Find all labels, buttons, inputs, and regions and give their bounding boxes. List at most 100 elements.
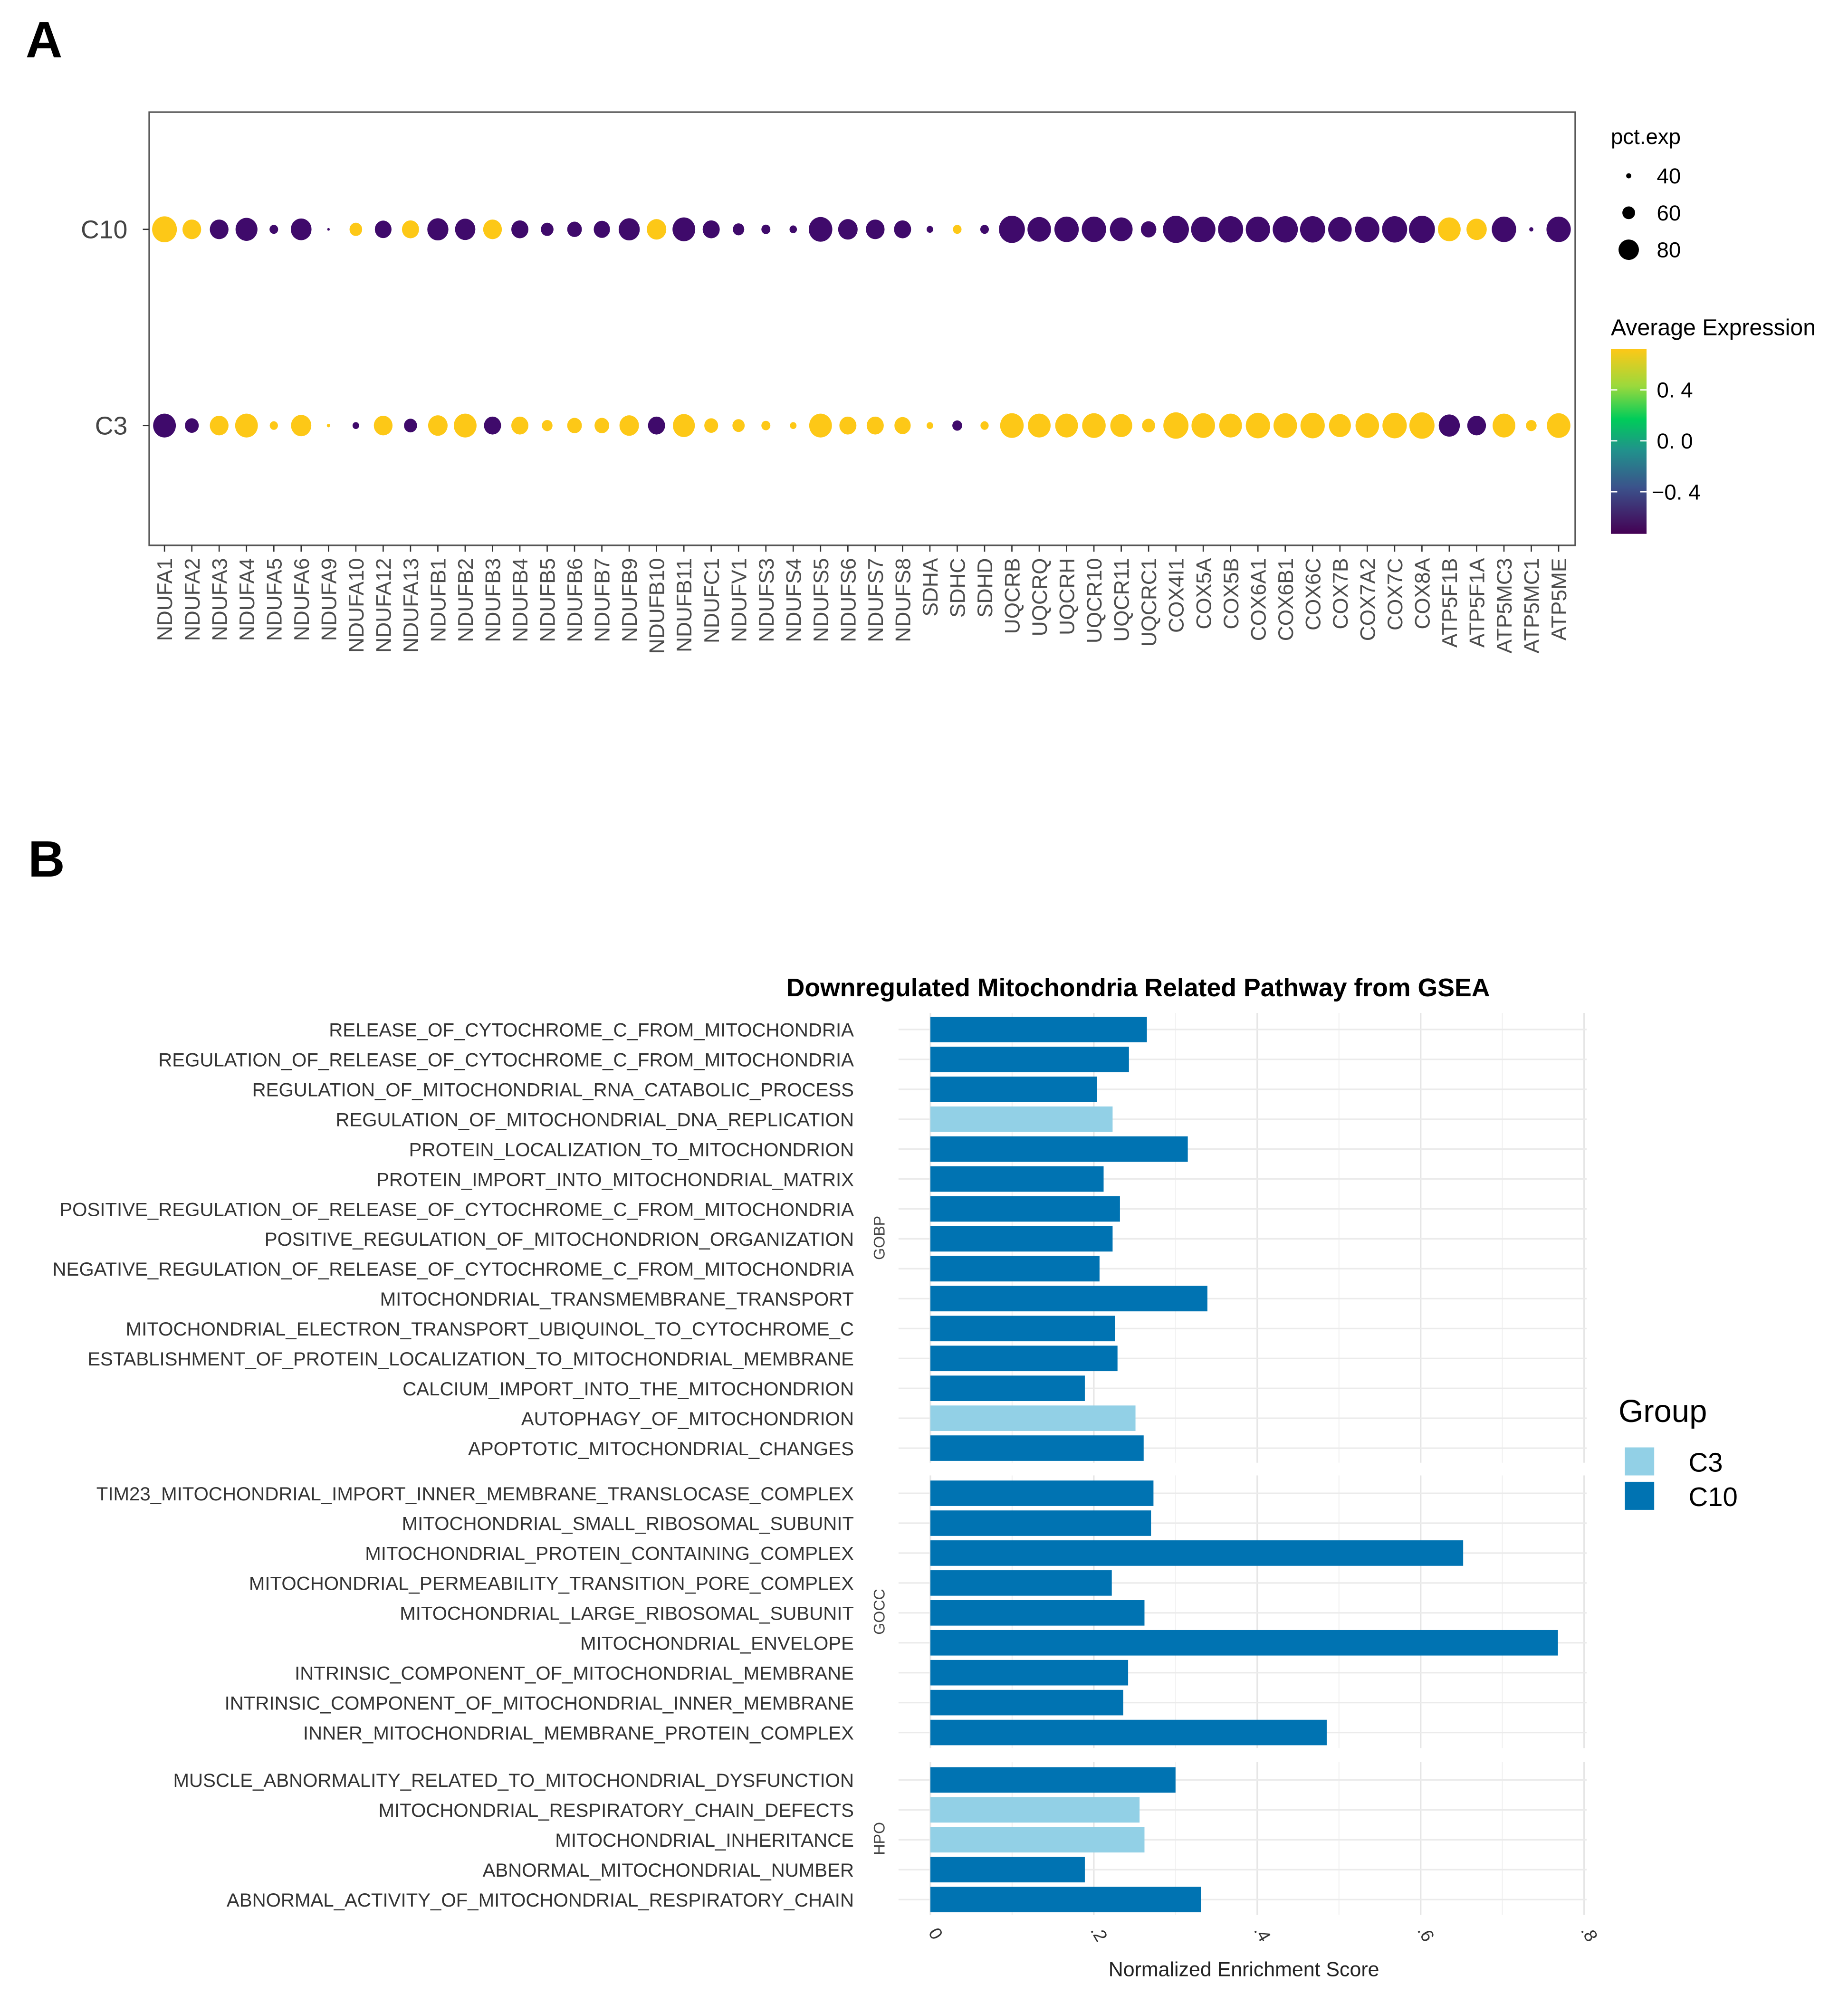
gene-label: NDUFA2 bbox=[181, 558, 204, 641]
gene-label: NDUFB7 bbox=[591, 558, 614, 642]
panel-label-b: B bbox=[28, 830, 65, 887]
bar-regulation-of-mitochondrial-dna-replication bbox=[930, 1106, 1113, 1132]
dot-C3-ATP5F1B bbox=[1438, 414, 1460, 437]
dot-C3-COX7B bbox=[1329, 414, 1351, 437]
gene-label: ATP5MC3 bbox=[1493, 558, 1516, 654]
dot-C3-NDUFB10 bbox=[648, 416, 665, 435]
dot-C3-NDUFB5 bbox=[542, 420, 553, 431]
x-axis-ticks: 0 .2 .4 .6 .8 bbox=[925, 1922, 1602, 1945]
gene-label: ATP5ME bbox=[1548, 558, 1571, 641]
gene-label: NDUFV1 bbox=[728, 558, 751, 642]
dot-C3-ATP5F1A bbox=[1467, 416, 1486, 436]
dot-C3-ATP5MC3 bbox=[1493, 413, 1515, 438]
legend-swatch-c3 bbox=[1625, 1447, 1655, 1476]
dot-C10-NDUFA2 bbox=[182, 219, 201, 239]
bar-label: NEGATIVE_REGULATION_OF_RELEASE_OF_CYTOCH… bbox=[52, 1259, 854, 1280]
dot-C3-NDUFB1 bbox=[428, 415, 448, 436]
dot-C3-COX8A bbox=[1409, 412, 1435, 439]
bar-abnormal-activity-of-mitochondrial-respiratory-chain bbox=[930, 1887, 1201, 1913]
bar-label: APOPTOTIC_MITOCHONDRIAL_CHANGES bbox=[468, 1438, 854, 1460]
facet-strip-label: HPO bbox=[871, 1822, 888, 1855]
bar-label: MITOCHONDRIAL_RESPIRATORY_CHAIN_DEFECTS bbox=[379, 1800, 854, 1821]
dot-C10-UQCR10 bbox=[1082, 216, 1106, 242]
dot-C3-NDUFA12 bbox=[373, 416, 393, 436]
dot-C10-NDUFA10 bbox=[349, 222, 363, 236]
dot-C10-UQCRC1 bbox=[1140, 221, 1157, 238]
dot-C3-NDUFB6 bbox=[567, 418, 582, 433]
dot-C10-NDUFB6 bbox=[567, 221, 582, 237]
gene-label: NDUFA6 bbox=[290, 558, 314, 641]
bar-protein-import-into-mitochondrial-matrix bbox=[930, 1166, 1104, 1192]
dot-C10-NDUFA12 bbox=[374, 220, 392, 239]
dot-C3-NDUFS4 bbox=[790, 422, 797, 429]
dot-C3-NDUFA4 bbox=[235, 413, 258, 438]
size-legend-dot-60 bbox=[1622, 206, 1635, 219]
x-tick-label: .2 bbox=[1087, 1922, 1111, 1945]
gene-label: NDUFA10 bbox=[345, 558, 368, 653]
gene-label: NDUFB10 bbox=[646, 558, 669, 654]
gene-label: NDUFS6 bbox=[837, 558, 860, 642]
gene-label: NDUFA3 bbox=[208, 558, 231, 641]
bar-label: MITOCHONDRIAL_LARGE_RIBOSOMAL_SUBUNIT bbox=[400, 1603, 854, 1624]
size-legend-dot-40 bbox=[1626, 173, 1631, 179]
chart-title: Downregulated Mitochondria Related Pathw… bbox=[786, 973, 1490, 1002]
gene-label: ATP5F1B bbox=[1438, 558, 1462, 648]
dot-C3-COX7A2 bbox=[1355, 413, 1379, 438]
gene-label: COX5B bbox=[1220, 558, 1243, 630]
bar-label: AUTOPHAGY_OF_MITOCHONDRION bbox=[521, 1408, 854, 1430]
bar-mitochondrial-small-ribosomal-subunit bbox=[930, 1510, 1151, 1536]
bar-mitochondrial-transmembrane-transport bbox=[930, 1286, 1207, 1312]
facet-hpo: MUSCLE_ABNORMALITY_RELATED_TO_MITOCHONDR… bbox=[173, 1762, 1587, 1915]
dot-C3-NDUFS3 bbox=[761, 420, 771, 430]
x-tick-label: .4 bbox=[1250, 1922, 1275, 1945]
dot-C3-NDUFB4 bbox=[511, 416, 528, 435]
panel-label-a: A bbox=[26, 11, 62, 68]
gene-label: NDUFA12 bbox=[372, 558, 395, 653]
bar-muscle-abnormality-related-to-mitochondrial-dysfunction bbox=[930, 1767, 1176, 1793]
gene-label: COX4I1 bbox=[1165, 558, 1188, 633]
facet-strip-label: GOBP bbox=[871, 1216, 888, 1260]
size-legend-dot-80 bbox=[1618, 239, 1639, 260]
dot-C3-NDUFB7 bbox=[594, 418, 610, 433]
dot-C10-NDUFA4 bbox=[235, 218, 258, 241]
dot-C10-NDUFB5 bbox=[541, 222, 554, 236]
dot-C10-NDUFS7 bbox=[866, 219, 885, 239]
color-bar bbox=[1610, 349, 1647, 534]
bar-label: ESTABLISHMENT_OF_PROTEIN_LOCALIZATION_TO… bbox=[87, 1348, 854, 1370]
bar-label: MITOCHONDRIAL_ENVELOPE bbox=[580, 1633, 854, 1654]
dot-C10-UQCRB bbox=[999, 216, 1025, 243]
gene-label: UQCRB bbox=[1001, 558, 1025, 634]
bar-label: MITOCHONDRIAL_ELECTRON_TRANSPORT_UBIQUIN… bbox=[126, 1318, 854, 1340]
bar-label: PROTEIN_LOCALIZATION_TO_MITOCHONDRION bbox=[409, 1139, 854, 1160]
dot-C3-NDUFB11 bbox=[673, 414, 695, 437]
size-legend: pct.exp 40 60 80 bbox=[1611, 124, 1681, 262]
dot-C10-NDUFA5 bbox=[269, 225, 278, 234]
dot-C10-COX5A bbox=[1191, 216, 1216, 242]
legend-label-c10: C10 bbox=[1689, 1482, 1738, 1512]
gene-label: SDHC bbox=[947, 558, 970, 618]
dot-C10-NDUFS3 bbox=[761, 224, 771, 234]
dot-C3-NDUFA6 bbox=[291, 415, 312, 437]
gene-label: NDUFS4 bbox=[782, 558, 805, 642]
dot-C3-COX7C bbox=[1382, 412, 1407, 439]
gene-label: UQCRC1 bbox=[1138, 558, 1161, 647]
dot-C3-SDHC bbox=[952, 420, 962, 431]
gene-label: NDUFS5 bbox=[810, 558, 833, 642]
dot-C3-NDUFB9 bbox=[619, 415, 639, 436]
dot-C10-NDUFA6 bbox=[290, 218, 312, 240]
gene-labels: NDUFA1 NDUFA2 NDUFA3 NDUFA4 NDUFA5 NDUFA6 NDUF… bbox=[153, 545, 1571, 654]
dot-C10-NDUFA1 bbox=[152, 216, 177, 243]
dot-C3-UQCRC1 bbox=[1142, 419, 1155, 433]
bar-inner-mitochondrial-membrane-protein-complex bbox=[930, 1719, 1327, 1746]
bar-intrinsic-component-of-mitochondrial-membrane bbox=[930, 1660, 1129, 1686]
bar-label: REGULATION_OF_RELEASE_OF_CYTOCHROME_C_FR… bbox=[158, 1049, 854, 1071]
dot-C3-NDUFS7 bbox=[866, 416, 884, 435]
bar-label: INNER_MITOCHONDRIAL_MEMBRANE_PROTEIN_COM… bbox=[303, 1722, 854, 1744]
gene-label: UQCR10 bbox=[1083, 558, 1106, 643]
bar-label: PROTEIN_IMPORT_INTO_MITOCHONDRIAL_MATRIX bbox=[376, 1169, 854, 1190]
gene-label: NDUFC1 bbox=[700, 558, 724, 643]
gene-label: ATP5F1A bbox=[1466, 558, 1489, 648]
bar-autophagy-of-mitochondrion bbox=[930, 1405, 1136, 1431]
bar-label: MITOCHONDRIAL_INHERITANCE bbox=[555, 1830, 854, 1851]
